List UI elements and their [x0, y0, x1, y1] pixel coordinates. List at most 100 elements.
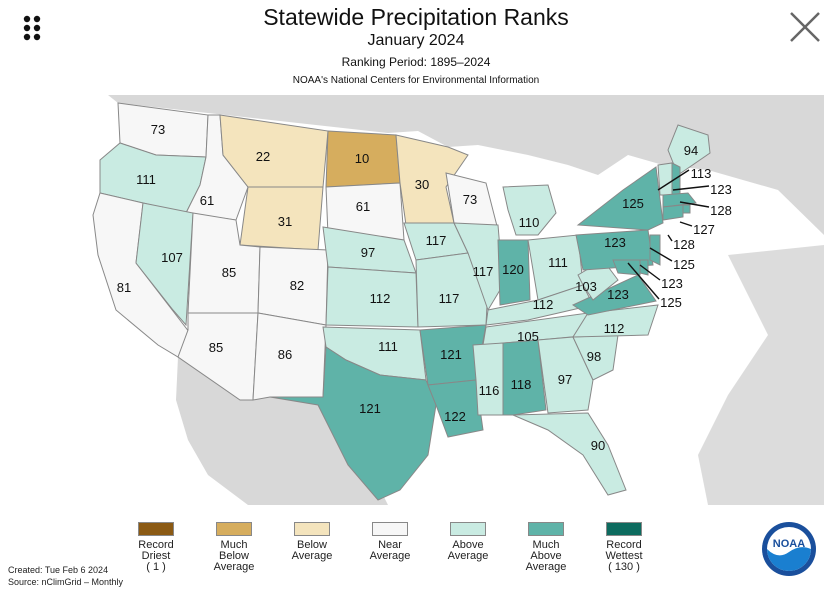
rank-label-ut: 85	[222, 265, 236, 280]
rank-label-ma: 128	[710, 203, 732, 218]
state-mn	[395, 134, 469, 226]
rank-label-ks: 112	[370, 291, 391, 306]
legend-label-near: Near Average	[350, 540, 430, 562]
state-md	[612, 259, 641, 276]
legend-label-line: Wettest	[605, 550, 643, 562]
rank-label-pa: 123	[604, 235, 626, 250]
rank-label-ky: 112	[533, 297, 554, 312]
rank-label-tx: 121	[359, 401, 381, 416]
rank-label-ga: 97	[558, 372, 572, 387]
legend-label-much-above: Much Above Average	[506, 540, 586, 573]
rank-label-wy: 31	[278, 214, 292, 229]
state-nv	[135, 202, 194, 327]
state-vt	[657, 162, 673, 196]
rank-label-sc: 98	[587, 349, 601, 364]
map-legend: Record Driest( 1 ) Much Below Average Below Av…	[0, 512, 832, 607]
legend-label-line: ( 1 )	[146, 561, 166, 573]
ranking-period: Ranking Period: 1895–2024	[341, 55, 491, 69]
legend-label-record-driest: Record Driest( 1 )	[116, 540, 196, 573]
state-ri	[682, 204, 691, 214]
rank-label-ri: 127	[693, 222, 715, 237]
rank-label-fl: 90	[591, 438, 605, 453]
legend-label-line: Above	[452, 539, 484, 551]
legend-label-line: Much	[532, 539, 560, 551]
data-source: Source: nClimGrid – Monthly	[8, 577, 124, 587]
legend-swatch-above	[450, 522, 486, 536]
rank-label-mi: 110	[519, 215, 540, 230]
leader-line-ri	[679, 221, 693, 227]
rank-label-de: 123	[661, 276, 683, 291]
rank-label-va: 123	[607, 287, 629, 302]
legend-swatch-much-above	[528, 522, 564, 536]
legend-label-line: ( 130 )	[608, 561, 640, 573]
legend-swatch-record-driest	[138, 522, 174, 536]
leader-line-nj	[649, 247, 673, 262]
rank-label-nd: 10	[355, 151, 369, 166]
rank-label-nv: 107	[161, 250, 183, 265]
leader-line-de	[639, 264, 661, 281]
state-ms	[472, 342, 504, 416]
noaa-logo-text: NOAA	[773, 538, 805, 550]
legend-label-line: Below	[297, 539, 327, 551]
rank-label-md: 125	[660, 295, 682, 310]
legend-label-line: Driest	[141, 550, 171, 562]
rank-label-wv: 103	[575, 279, 597, 294]
rank-label-nc: 112	[604, 321, 625, 336]
state-ct	[662, 204, 684, 221]
rank-label-wi: 73	[463, 192, 477, 207]
rank-label-id: 61	[200, 193, 214, 208]
map-header: Statewide Precipitation Ranks January 20…	[0, 0, 832, 95]
leader-line-vt	[657, 169, 690, 191]
state-tx	[269, 346, 437, 501]
close-icon[interactable]	[788, 10, 822, 44]
legend-swatch-below	[294, 522, 330, 536]
state-nj	[649, 234, 661, 266]
legend-label-above: Above Average	[428, 540, 508, 562]
organization-name: NOAA's National Centers for Environmenta…	[292, 75, 540, 86]
rank-label-wa: 73	[151, 122, 165, 137]
state-me	[667, 124, 711, 176]
rank-label-nm: 86	[278, 347, 292, 362]
leader-line-ma	[679, 201, 710, 208]
state-va	[571, 274, 657, 316]
rank-label-mt: 22	[256, 149, 270, 164]
grid-dots-icon[interactable]	[22, 14, 44, 42]
state-fl	[512, 412, 627, 496]
rank-label-nh: 123	[710, 182, 732, 197]
leader-line-md	[627, 262, 660, 300]
legend-label-line: Much	[220, 539, 248, 551]
legend-label-line: Record	[138, 539, 174, 551]
legend-label-line: Average	[369, 550, 411, 562]
leader-line-ct	[667, 234, 673, 242]
legend-label-line: Average	[447, 550, 489, 562]
rank-label-vt: 113	[691, 166, 712, 181]
rank-label-or: 111	[136, 172, 156, 187]
mexico-land	[176, 357, 388, 505]
legend-label-record-wettest: Record Wettest( 130 )	[584, 540, 664, 573]
rank-label-al: 118	[511, 377, 532, 392]
legend-label-line: Below	[219, 550, 249, 562]
rank-label-mn: 30	[415, 177, 429, 192]
rank-label-ne: 97	[361, 245, 375, 260]
rank-label-ny: 125	[622, 196, 644, 211]
created-date: Created: Tue Feb 6 2024	[8, 565, 109, 575]
legend-swatch-record-wettest	[606, 522, 642, 536]
map-title: Statewide Precipitation Ranks	[263, 4, 569, 30]
rank-label-oh: 111	[548, 255, 568, 270]
leader-line-nh	[672, 185, 710, 191]
legend-label-line: Average	[525, 561, 567, 573]
rank-label-in: 120	[502, 262, 524, 277]
rank-label-co: 82	[290, 278, 304, 293]
canada-land	[8, 95, 824, 235]
legend-label-line: Average	[213, 561, 255, 573]
state-ga	[537, 336, 594, 414]
legend-swatch-much-below	[216, 522, 252, 536]
legend-swatch-near	[372, 522, 408, 536]
rank-label-ms: 116	[479, 383, 500, 398]
rank-label-nj: 125	[673, 257, 695, 272]
rank-label-ia: 117	[426, 233, 447, 248]
legend-label-below: Below Average	[272, 540, 352, 562]
legend-label-line: Record	[606, 539, 642, 551]
state-mi	[502, 184, 557, 236]
rank-label-ca: 81	[117, 280, 131, 295]
